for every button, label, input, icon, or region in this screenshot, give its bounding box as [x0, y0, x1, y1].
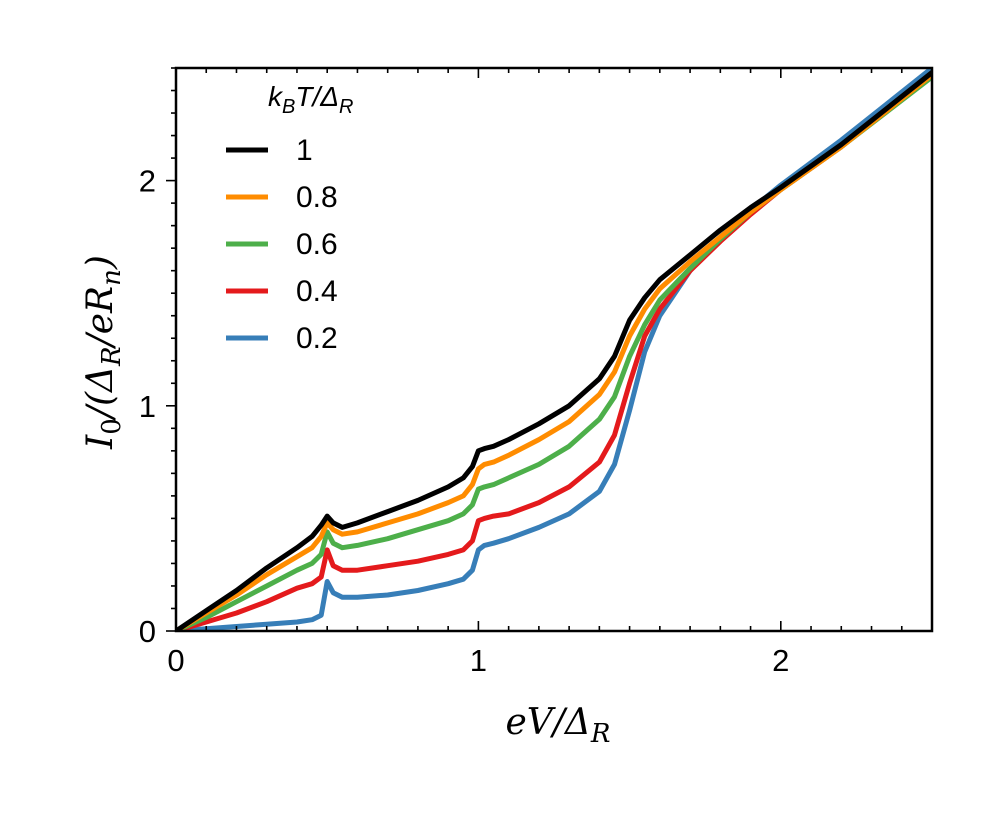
- x-axis-label-sub: R: [590, 719, 611, 749]
- series-line-4: [176, 68, 932, 631]
- tick-labels: 0 1 2 0 1 2: [139, 164, 790, 678]
- legend: kBT/ΔR 1 0.8 0.6 0.4 0.2: [226, 81, 353, 355]
- y-tick-label: 0: [139, 614, 156, 649]
- y-axis-label-sub1: 0: [97, 418, 127, 435]
- legend-title-sub-b: B: [282, 96, 295, 118]
- x-tick-label: 0: [167, 643, 184, 678]
- x-axis-label-main: eV/Δ: [505, 702, 590, 743]
- y-axis-label-part3: /eR: [80, 286, 121, 350]
- x-tick-label: 2: [772, 643, 789, 678]
- y-tick-label: 1: [139, 389, 156, 424]
- y-axis-label: I0/(ΔR/eRn): [80, 255, 127, 450]
- legend-title-k: k: [268, 81, 284, 112]
- x-tick-label: 1: [470, 643, 487, 678]
- y-axis-label-part1: I: [80, 434, 121, 450]
- legend-title-mid: T/Δ: [295, 81, 339, 112]
- series-line-3: [176, 72, 932, 631]
- series-line-0: [176, 70, 932, 631]
- y-axis-label-sub2: R: [97, 346, 127, 367]
- legend-label-0: 1: [296, 134, 313, 167]
- series-line-2: [176, 74, 932, 631]
- y-tick-label: 2: [139, 164, 156, 199]
- legend-title-sub-r: R: [339, 96, 353, 118]
- legend-label-3: 0.4: [296, 275, 338, 308]
- legend-entries: 1 0.8 0.6 0.4 0.2: [226, 134, 338, 355]
- legend-label-2: 0.6: [296, 228, 338, 261]
- series-layer: [176, 68, 932, 631]
- y-axis-label-part4: ): [80, 255, 121, 270]
- legend-label-1: 0.8: [296, 181, 338, 214]
- legend-label-4: 0.2: [296, 322, 338, 355]
- y-axis-label-sub3: n: [97, 269, 127, 286]
- legend-title: kBT/ΔR: [268, 81, 353, 118]
- series-line-1: [176, 72, 932, 631]
- plot-frame: [174, 66, 934, 633]
- x-axis-label: eV/ΔR: [505, 702, 610, 749]
- ticks-layer: [166, 67, 933, 632]
- y-axis-label-part2: /(Δ: [80, 366, 121, 421]
